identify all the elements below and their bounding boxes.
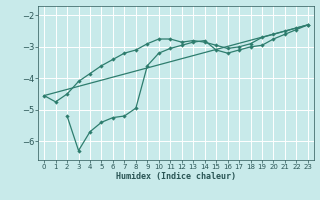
X-axis label: Humidex (Indice chaleur): Humidex (Indice chaleur) (116, 172, 236, 181)
